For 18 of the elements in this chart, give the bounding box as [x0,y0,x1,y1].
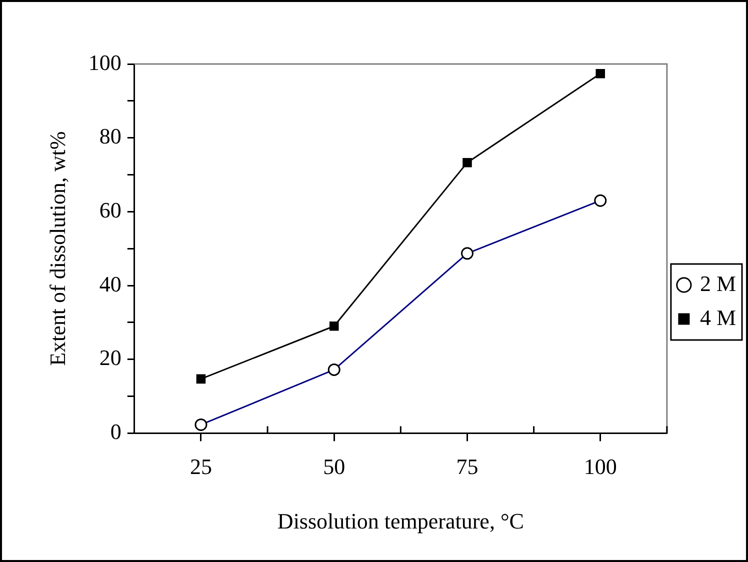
y-tick-label: 40 [99,271,122,296]
x-tick-label: 75 [456,454,478,480]
x-tick-label: 100 [584,454,617,480]
y-tick-label: 20 [99,345,122,370]
y-tick-label: 80 [99,124,122,149]
point [462,158,472,168]
y-tick-label: 100 [88,50,122,75]
y-tick-label: 0 [110,418,122,444]
point [329,321,339,331]
point [596,68,606,78]
x-tick-label: 25 [190,454,212,480]
y-tick-label: 60 [99,197,122,222]
x-tick-label: 50 [323,454,346,480]
legend-label: 2 M [700,270,736,296]
legend-label: 4 M [700,304,736,330]
y-axis-title: Extent of dissolution, wt% [44,131,70,366]
x-axis-title: Dissolution temperature, °C [277,508,524,534]
point [196,374,206,384]
